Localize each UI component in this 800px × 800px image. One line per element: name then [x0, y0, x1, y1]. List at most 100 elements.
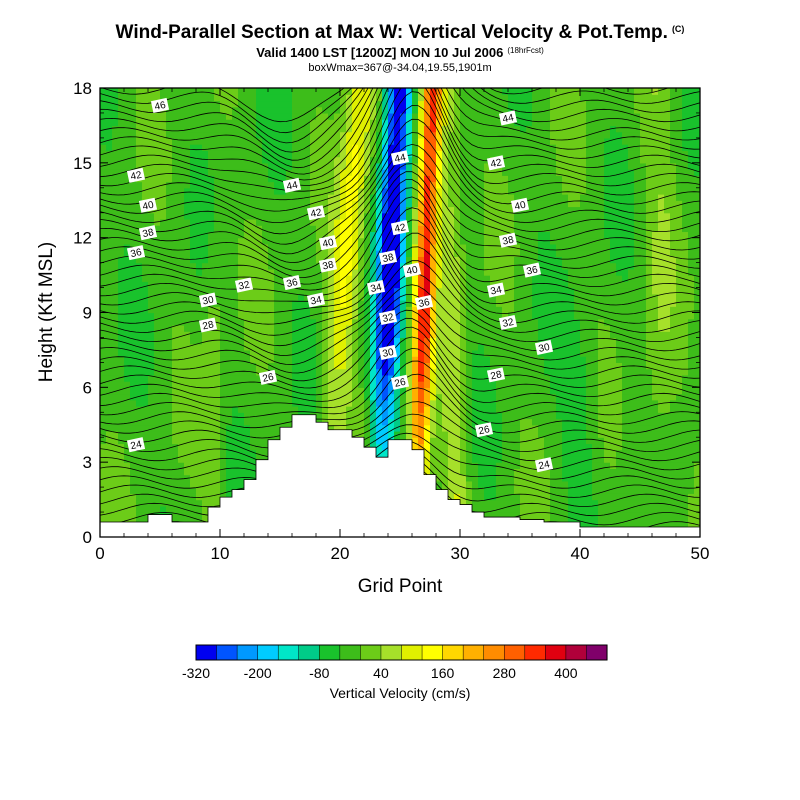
field-cell	[106, 368, 113, 376]
field-cell	[364, 368, 371, 376]
field-cell	[322, 349, 329, 357]
field-cell	[274, 137, 281, 145]
field-cell	[178, 468, 185, 476]
field-cell	[148, 493, 155, 501]
field-cell	[262, 293, 269, 301]
field-cell	[214, 293, 221, 301]
field-cell	[454, 349, 461, 357]
field-cell	[220, 437, 227, 445]
field-cell	[424, 250, 431, 257]
field-cell	[214, 343, 221, 351]
field-cell	[502, 243, 509, 251]
field-cell	[496, 187, 503, 195]
field-cell	[220, 387, 227, 395]
field-cell	[406, 275, 413, 282]
field-cell	[238, 374, 245, 382]
field-cell	[268, 100, 275, 108]
field-cell	[316, 106, 323, 114]
field-cell	[328, 399, 335, 407]
field-cell	[430, 194, 437, 201]
field-cell	[274, 150, 281, 158]
field-cell	[496, 480, 503, 488]
field-cell	[430, 437, 437, 445]
field-cell	[166, 318, 173, 326]
field-cell	[364, 430, 371, 438]
field-cell	[454, 200, 461, 208]
field-cell	[292, 362, 299, 370]
field-cell	[418, 144, 425, 151]
field-cell	[184, 399, 191, 407]
field-cell	[214, 94, 221, 102]
field-cell	[406, 324, 413, 332]
field-cell	[208, 231, 215, 239]
field-cell	[196, 368, 203, 376]
field-cell	[406, 381, 413, 388]
field-cell	[370, 225, 377, 233]
field-cell	[424, 449, 431, 457]
field-cell	[310, 393, 317, 401]
field-cell	[286, 374, 293, 382]
field-cell	[346, 306, 353, 314]
field-cell	[190, 156, 197, 164]
field-cell	[190, 119, 197, 127]
field-cell	[430, 137, 437, 145]
field-cell	[490, 100, 497, 108]
field-cell	[478, 137, 485, 145]
field-cell	[106, 187, 113, 195]
field-cell	[436, 474, 443, 482]
field-cell	[238, 412, 245, 420]
field-cell	[268, 281, 275, 289]
field-cell	[232, 412, 239, 420]
field-cell	[292, 106, 299, 114]
field-cell	[436, 368, 443, 376]
field-cell	[106, 306, 113, 314]
field-cell	[148, 94, 155, 102]
field-cell	[142, 493, 149, 501]
field-cell	[136, 206, 143, 214]
field-cell	[334, 312, 341, 320]
field-cell	[418, 162, 425, 170]
field-cell	[364, 225, 371, 233]
field-cell	[412, 212, 419, 220]
field-cell	[208, 169, 215, 176]
field-cell	[454, 324, 461, 332]
field-cell	[490, 480, 497, 488]
field-cell	[490, 144, 497, 151]
field-cell	[226, 287, 233, 295]
field-cell	[172, 512, 179, 519]
field-cell	[130, 231, 137, 239]
field-cell	[436, 406, 443, 413]
field-cell	[262, 430, 269, 438]
field-cell	[190, 131, 197, 139]
field-cell	[442, 137, 449, 145]
field-cell	[304, 175, 311, 183]
field-cell	[106, 119, 113, 127]
field-cell	[316, 112, 323, 120]
field-cell	[154, 243, 161, 251]
field-cell	[406, 106, 413, 114]
field-cell	[226, 356, 233, 363]
field-cell	[112, 443, 119, 451]
field-cell	[250, 331, 257, 339]
field-cell	[250, 131, 257, 139]
field-cell	[166, 94, 173, 102]
field-cell	[112, 462, 119, 470]
field-cell	[412, 231, 419, 239]
field-cell	[202, 262, 209, 270]
field-cell	[178, 206, 185, 214]
field-cell	[118, 381, 125, 388]
field-cell	[142, 437, 149, 445]
field-cell	[388, 331, 395, 339]
field-cell	[160, 144, 167, 151]
field-cell	[454, 337, 461, 345]
field-cell	[106, 430, 113, 438]
field-cell	[172, 181, 179, 189]
field-cell	[118, 88, 125, 95]
field-cell	[166, 343, 173, 351]
field-cell	[106, 100, 113, 108]
field-cell	[184, 480, 191, 488]
field-cell	[160, 281, 167, 289]
field-cell	[262, 250, 269, 257]
field-cell	[130, 187, 137, 195]
field-cell	[262, 300, 269, 307]
